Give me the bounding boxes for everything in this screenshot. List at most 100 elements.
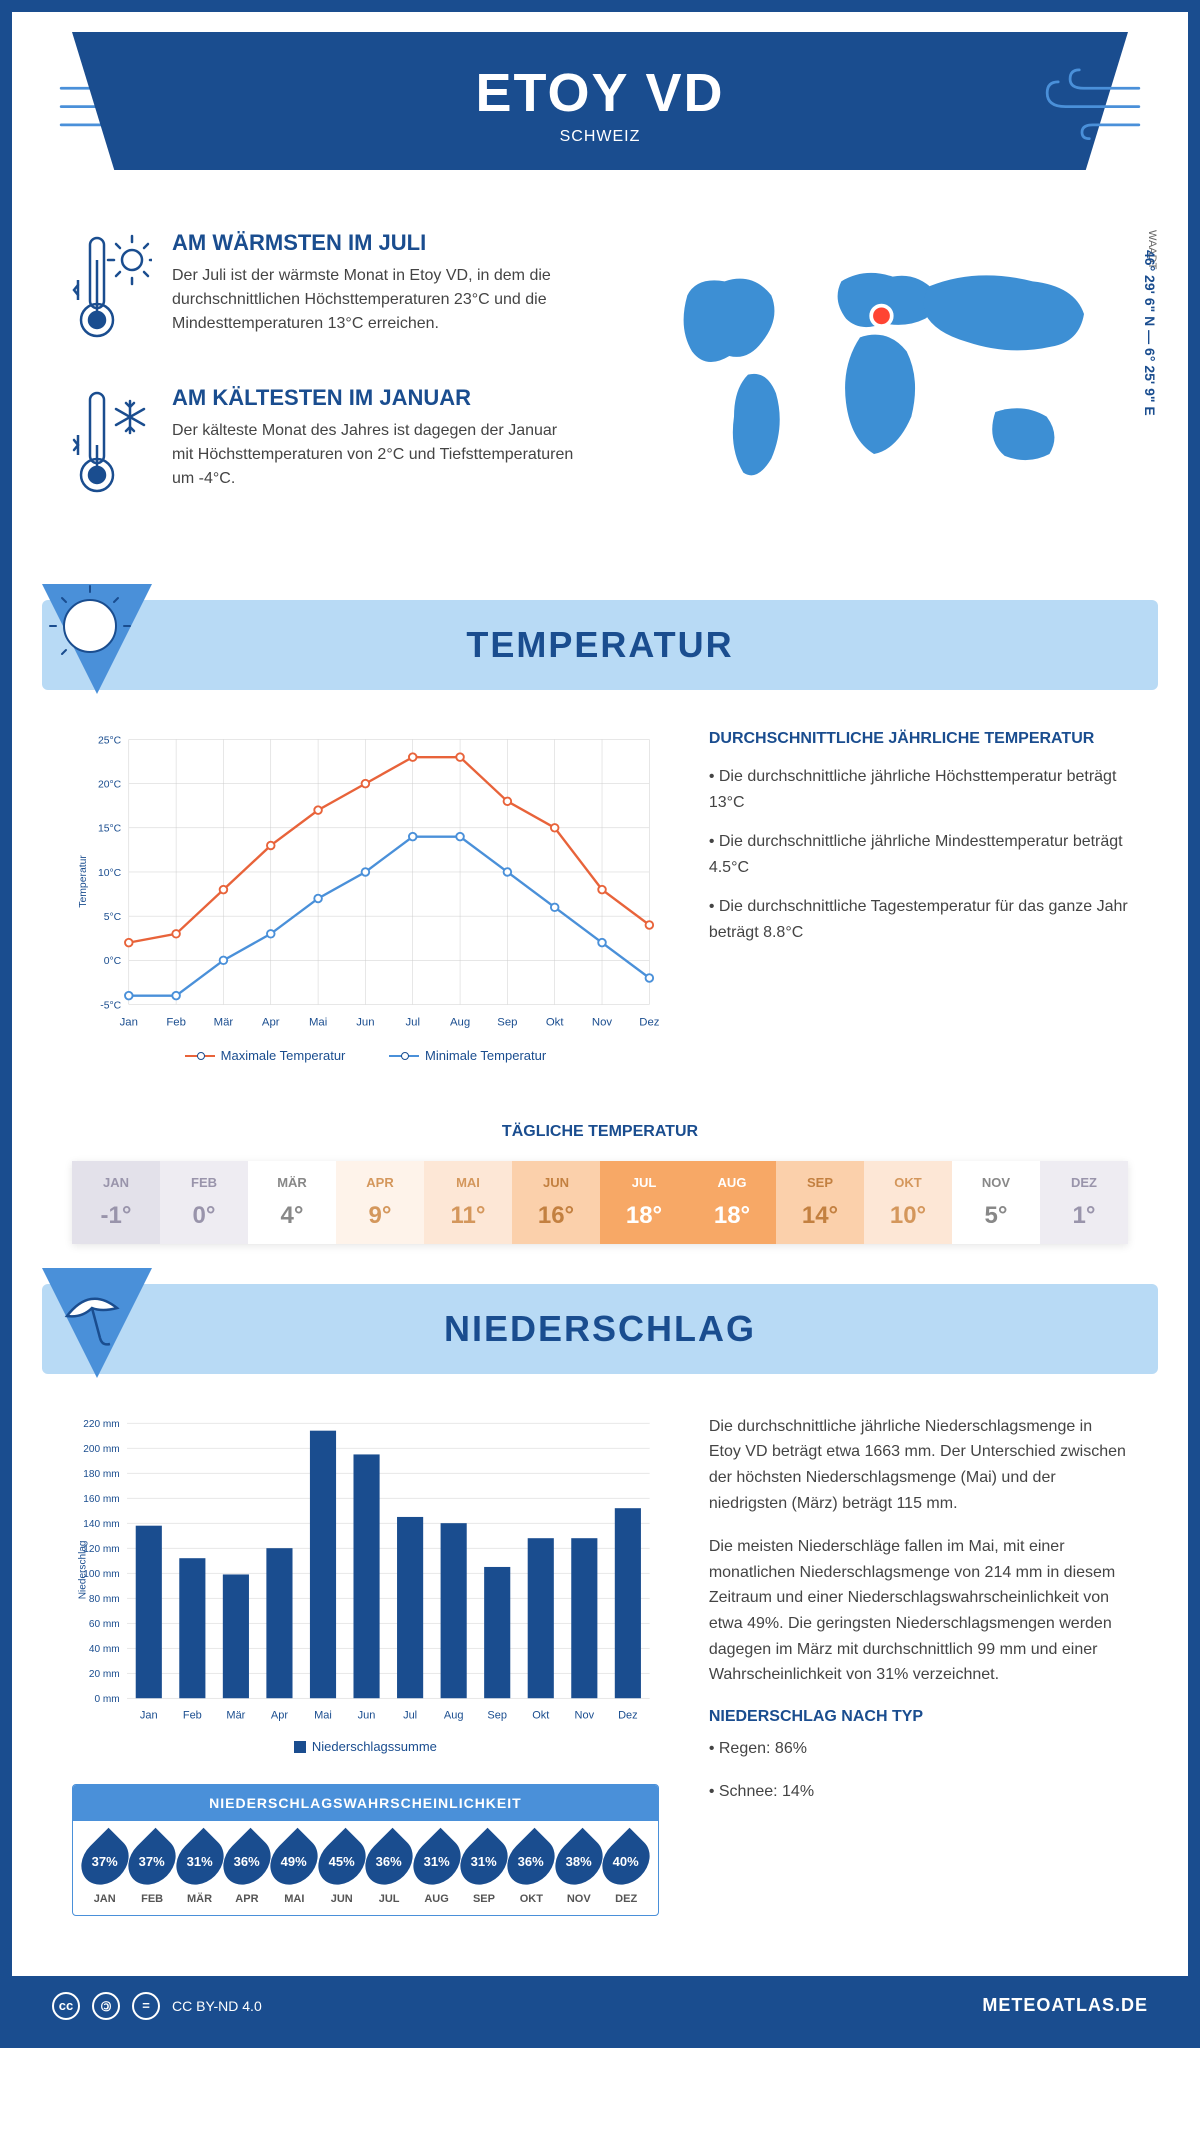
- bar-legend: Niederschlagssumme: [72, 1739, 659, 1754]
- brand: METEOATLAS.DE: [982, 1995, 1148, 2016]
- temperature-content: -5°C0°C5°C10°C15°C20°C25°CJanFebMärAprMa…: [12, 720, 1188, 1093]
- cc-icon: cc: [52, 1992, 80, 2020]
- footer: cc 🄯 = CC BY-ND 4.0 METEOATLAS.DE: [12, 1976, 1188, 2036]
- probability-cell: 31%SEP: [460, 1835, 507, 1905]
- svg-text:60 mm: 60 mm: [89, 1619, 120, 1630]
- world-map-icon: [620, 230, 1128, 510]
- svg-text:Sep: Sep: [487, 1709, 507, 1721]
- svg-text:Temperatur: Temperatur: [78, 855, 89, 908]
- svg-text:0°C: 0°C: [104, 956, 122, 967]
- svg-text:15°C: 15°C: [98, 824, 122, 835]
- daily-temp-cell: MAI11°: [424, 1161, 512, 1244]
- daily-temp-cell: JUN16°: [512, 1161, 600, 1244]
- drop-icon: 40%: [593, 1827, 659, 1893]
- svg-text:Nov: Nov: [575, 1709, 595, 1721]
- svg-text:Feb: Feb: [166, 1016, 186, 1028]
- svg-text:Feb: Feb: [183, 1709, 202, 1721]
- temp-desc-p2: • Die durchschnittliche jährliche Mindes…: [709, 829, 1128, 880]
- svg-text:140 mm: 140 mm: [83, 1519, 119, 1530]
- line-chart: -5°C0°C5°C10°C15°C20°C25°CJanFebMärAprMa…: [72, 730, 659, 1033]
- svg-text:20°C: 20°C: [98, 779, 122, 790]
- svg-text:Mai: Mai: [314, 1709, 332, 1721]
- probability-cell: 36%APR: [223, 1835, 270, 1905]
- svg-text:Sep: Sep: [497, 1016, 517, 1028]
- legend-max: Maximale Temperatur: [221, 1048, 346, 1063]
- precipitation-content: 0 mm20 mm40 mm60 mm80 mm100 mm120 mm140 …: [12, 1404, 1188, 1946]
- bar-legend-label: Niederschlagssumme: [312, 1739, 437, 1754]
- probability-cell: 36%OKT: [508, 1835, 555, 1905]
- header-area: ETOY VD SCHWEIZ: [12, 32, 1188, 170]
- svg-text:Jul: Jul: [403, 1709, 417, 1721]
- warmest-heading: AM WÄRMSTEN IM JULI: [172, 230, 580, 256]
- daily-temp-cell: JUL18°: [600, 1161, 688, 1244]
- chart-legend: Maximale Temperatur Minimale Temperatur: [72, 1048, 659, 1063]
- svg-text:Jan: Jan: [140, 1709, 158, 1721]
- svg-text:Mär: Mär: [214, 1016, 234, 1028]
- svg-text:160 mm: 160 mm: [83, 1494, 119, 1505]
- svg-text:5°C: 5°C: [104, 912, 122, 923]
- warmest-text: AM WÄRMSTEN IM JULI Der Juli ist der wär…: [172, 230, 580, 355]
- bar-chart: 0 mm20 mm40 mm60 mm80 mm100 mm120 mm140 …: [72, 1414, 659, 1726]
- svg-text:-5°C: -5°C: [100, 1000, 121, 1011]
- precipitation-section-header: NIEDERSCHLAG: [42, 1284, 1158, 1374]
- svg-text:Aug: Aug: [444, 1709, 464, 1721]
- svg-text:Jun: Jun: [358, 1709, 376, 1721]
- probability-cell: 37%FEB: [128, 1835, 175, 1905]
- svg-text:Aug: Aug: [450, 1016, 470, 1028]
- daily-temp-title: TÄGLICHE TEMPERATUR: [12, 1123, 1188, 1141]
- daily-temp-cell: APR9°: [336, 1161, 424, 1244]
- page-container: ETOY VD SCHWEIZ AM WÄRMSTEN IM JULI Der …: [0, 0, 1200, 2048]
- intro-left: AM WÄRMSTEN IM JULI Der Juli ist der wär…: [72, 230, 580, 540]
- umbrella-icon: [42, 1268, 152, 1378]
- svg-text:Niederschlag: Niederschlag: [78, 1540, 89, 1599]
- temperature-section-header: TEMPERATUR: [42, 600, 1158, 690]
- thermometer-snow-icon: [72, 385, 152, 510]
- svg-text:25°C: 25°C: [98, 735, 122, 746]
- svg-text:Dez: Dez: [618, 1709, 638, 1721]
- svg-text:0 mm: 0 mm: [94, 1694, 119, 1705]
- coldest-block: AM KÄLTESTEN IM JANUAR Der kälteste Mona…: [72, 385, 580, 510]
- coldest-text: AM KÄLTESTEN IM JANUAR Der kälteste Mona…: [172, 385, 580, 510]
- svg-text:Apr: Apr: [271, 1709, 288, 1721]
- svg-text:200 mm: 200 mm: [83, 1444, 119, 1455]
- thermometer-sun-icon: [72, 230, 152, 355]
- temperature-description: DURCHSCHNITTLICHE JÄHRLICHE TEMPERATUR •…: [709, 730, 1128, 1063]
- warmest-desc: Der Juli ist der wärmste Monat in Etoy V…: [172, 264, 580, 336]
- probability-cell: 31%MÄR: [176, 1835, 223, 1905]
- svg-text:180 mm: 180 mm: [83, 1469, 119, 1480]
- probability-cell: 37%JAN: [81, 1835, 128, 1905]
- svg-text:Okt: Okt: [546, 1016, 564, 1028]
- warmest-block: AM WÄRMSTEN IM JULI Der Juli ist der wär…: [72, 230, 580, 355]
- sun-icon: [42, 584, 152, 694]
- probability-cell: 38%NOV: [555, 1835, 602, 1905]
- svg-text:Mär: Mär: [226, 1709, 245, 1721]
- svg-text:80 mm: 80 mm: [89, 1594, 120, 1605]
- probability-cell: 31%AUG: [413, 1835, 460, 1905]
- probability-title: NIEDERSCHLAGSWAHRSCHEINLICHKEIT: [73, 1785, 658, 1821]
- coordinates: 46° 29' 6" N — 6° 25' 9" E: [1142, 250, 1158, 416]
- svg-text:Jan: Jan: [120, 1016, 138, 1028]
- probability-cell: 45%JUN: [318, 1835, 365, 1905]
- daily-temp-cell: DEZ1°: [1040, 1161, 1128, 1244]
- page-subtitle: SCHWEIZ: [92, 128, 1108, 146]
- intro-section: AM WÄRMSTEN IM JULI Der Juli ist der wär…: [12, 210, 1188, 580]
- svg-text:Jun: Jun: [356, 1016, 374, 1028]
- daily-temp-cell: OKT10°: [864, 1161, 952, 1244]
- svg-text:Jul: Jul: [405, 1016, 420, 1028]
- daily-temp-cell: NOV5°: [952, 1161, 1040, 1244]
- title-banner: ETOY VD SCHWEIZ: [72, 32, 1128, 170]
- temp-desc-p1: • Die durchschnittliche jährliche Höchst…: [709, 764, 1128, 815]
- wind-icon: [1038, 62, 1148, 147]
- svg-text:10°C: 10°C: [98, 868, 122, 879]
- map-area: WAADT 46° 29' 6" N — 6° 25' 9" E: [620, 230, 1128, 540]
- legend-min: Minimale Temperatur: [425, 1048, 546, 1063]
- coldest-heading: AM KÄLTESTEN IM JANUAR: [172, 385, 580, 411]
- temperature-chart: -5°C0°C5°C10°C15°C20°C25°CJanFebMärAprMa…: [72, 730, 659, 1063]
- precip-type-heading: NIEDERSCHLAG NACH TYP: [709, 1708, 1128, 1726]
- by-icon: 🄯: [92, 1992, 120, 2020]
- svg-text:Nov: Nov: [592, 1016, 613, 1028]
- svg-text:Okt: Okt: [532, 1709, 549, 1721]
- probability-box: NIEDERSCHLAGSWAHRSCHEINLICHKEIT 37%JAN37…: [72, 1784, 659, 1916]
- page-title: ETOY VD: [92, 62, 1108, 124]
- precip-desc-p2: Die meisten Niederschläge fallen im Mai,…: [709, 1534, 1128, 1688]
